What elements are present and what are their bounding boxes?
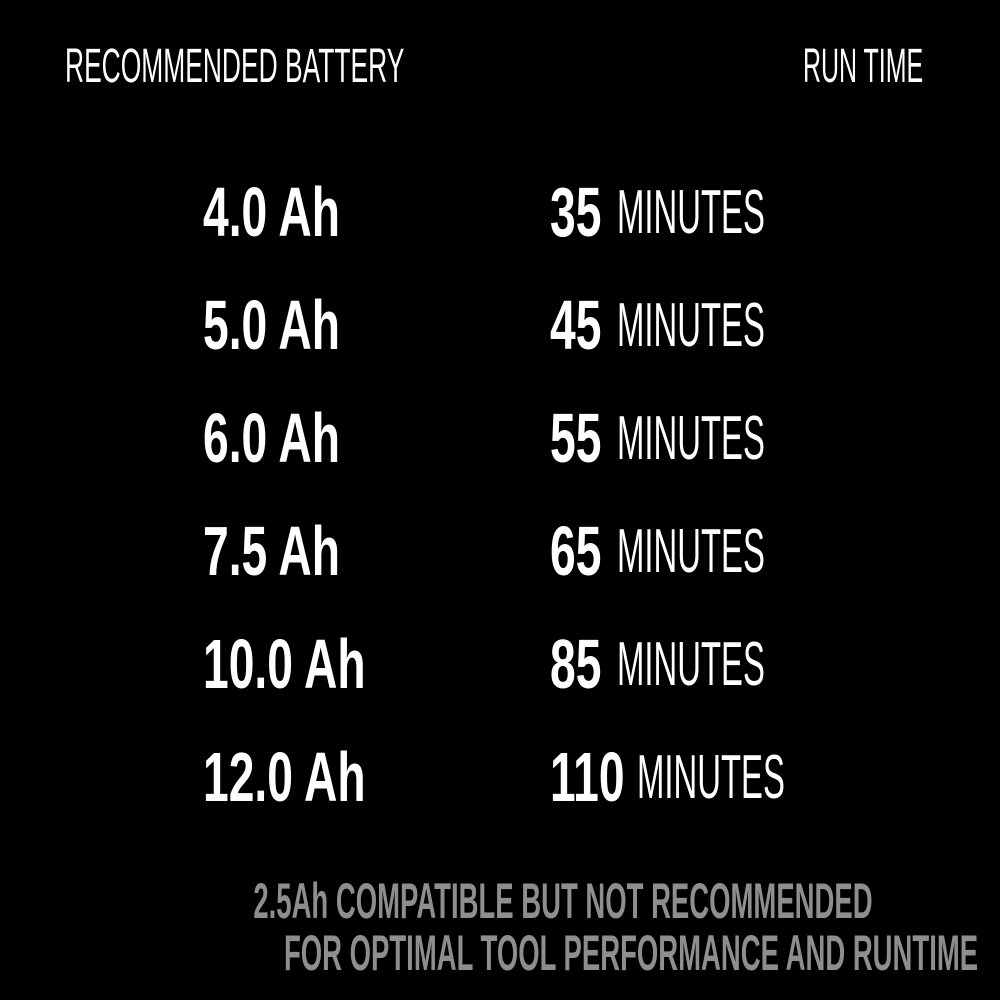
runtime-column-header: RUN TIME [803,40,924,93]
runtime-unit: MINUTES [617,178,765,247]
runtime-value: 110 [550,738,625,816]
runtime-unit: MINUTES [617,404,765,473]
footer-note-line1: 2.5Ah COMPATIBLE BUT NOT RECOMMENDED [0,876,1000,926]
battery-capacity: 6.0 Ah [203,399,340,477]
runtime-unit: MINUTES [617,291,765,360]
footer-text: 2.5Ah COMPATIBLE BUT NOT RECOMMENDED [253,873,873,929]
runtime-value: 65 [550,512,602,590]
battery-capacity: 12.0 Ah [203,738,366,816]
runtime-value: 45 [550,286,602,364]
runtime-unit: MINUTES [637,743,785,812]
battery-column-header: RECOMMENDED BATTERY [65,40,405,93]
footer-note-line2: FOR OPTIMAL TOOL PERFORMANCE AND RUNTIME [0,928,1000,978]
battery-capacity: 4.0 Ah [203,173,340,251]
footer-text: FOR OPTIMAL TOOL PERFORMANCE AND RUNTIME [283,925,979,981]
runtime-value: 85 [550,625,602,703]
battery-capacity: 10.0 Ah [203,625,366,703]
runtime-unit: MINUTES [617,517,765,586]
runtime-unit: MINUTES [617,630,765,699]
runtime-value: 35 [550,173,602,251]
runtime-value: 55 [550,399,602,477]
battery-capacity: 5.0 Ah [203,286,340,364]
battery-capacity: 7.5 Ah [203,512,340,590]
